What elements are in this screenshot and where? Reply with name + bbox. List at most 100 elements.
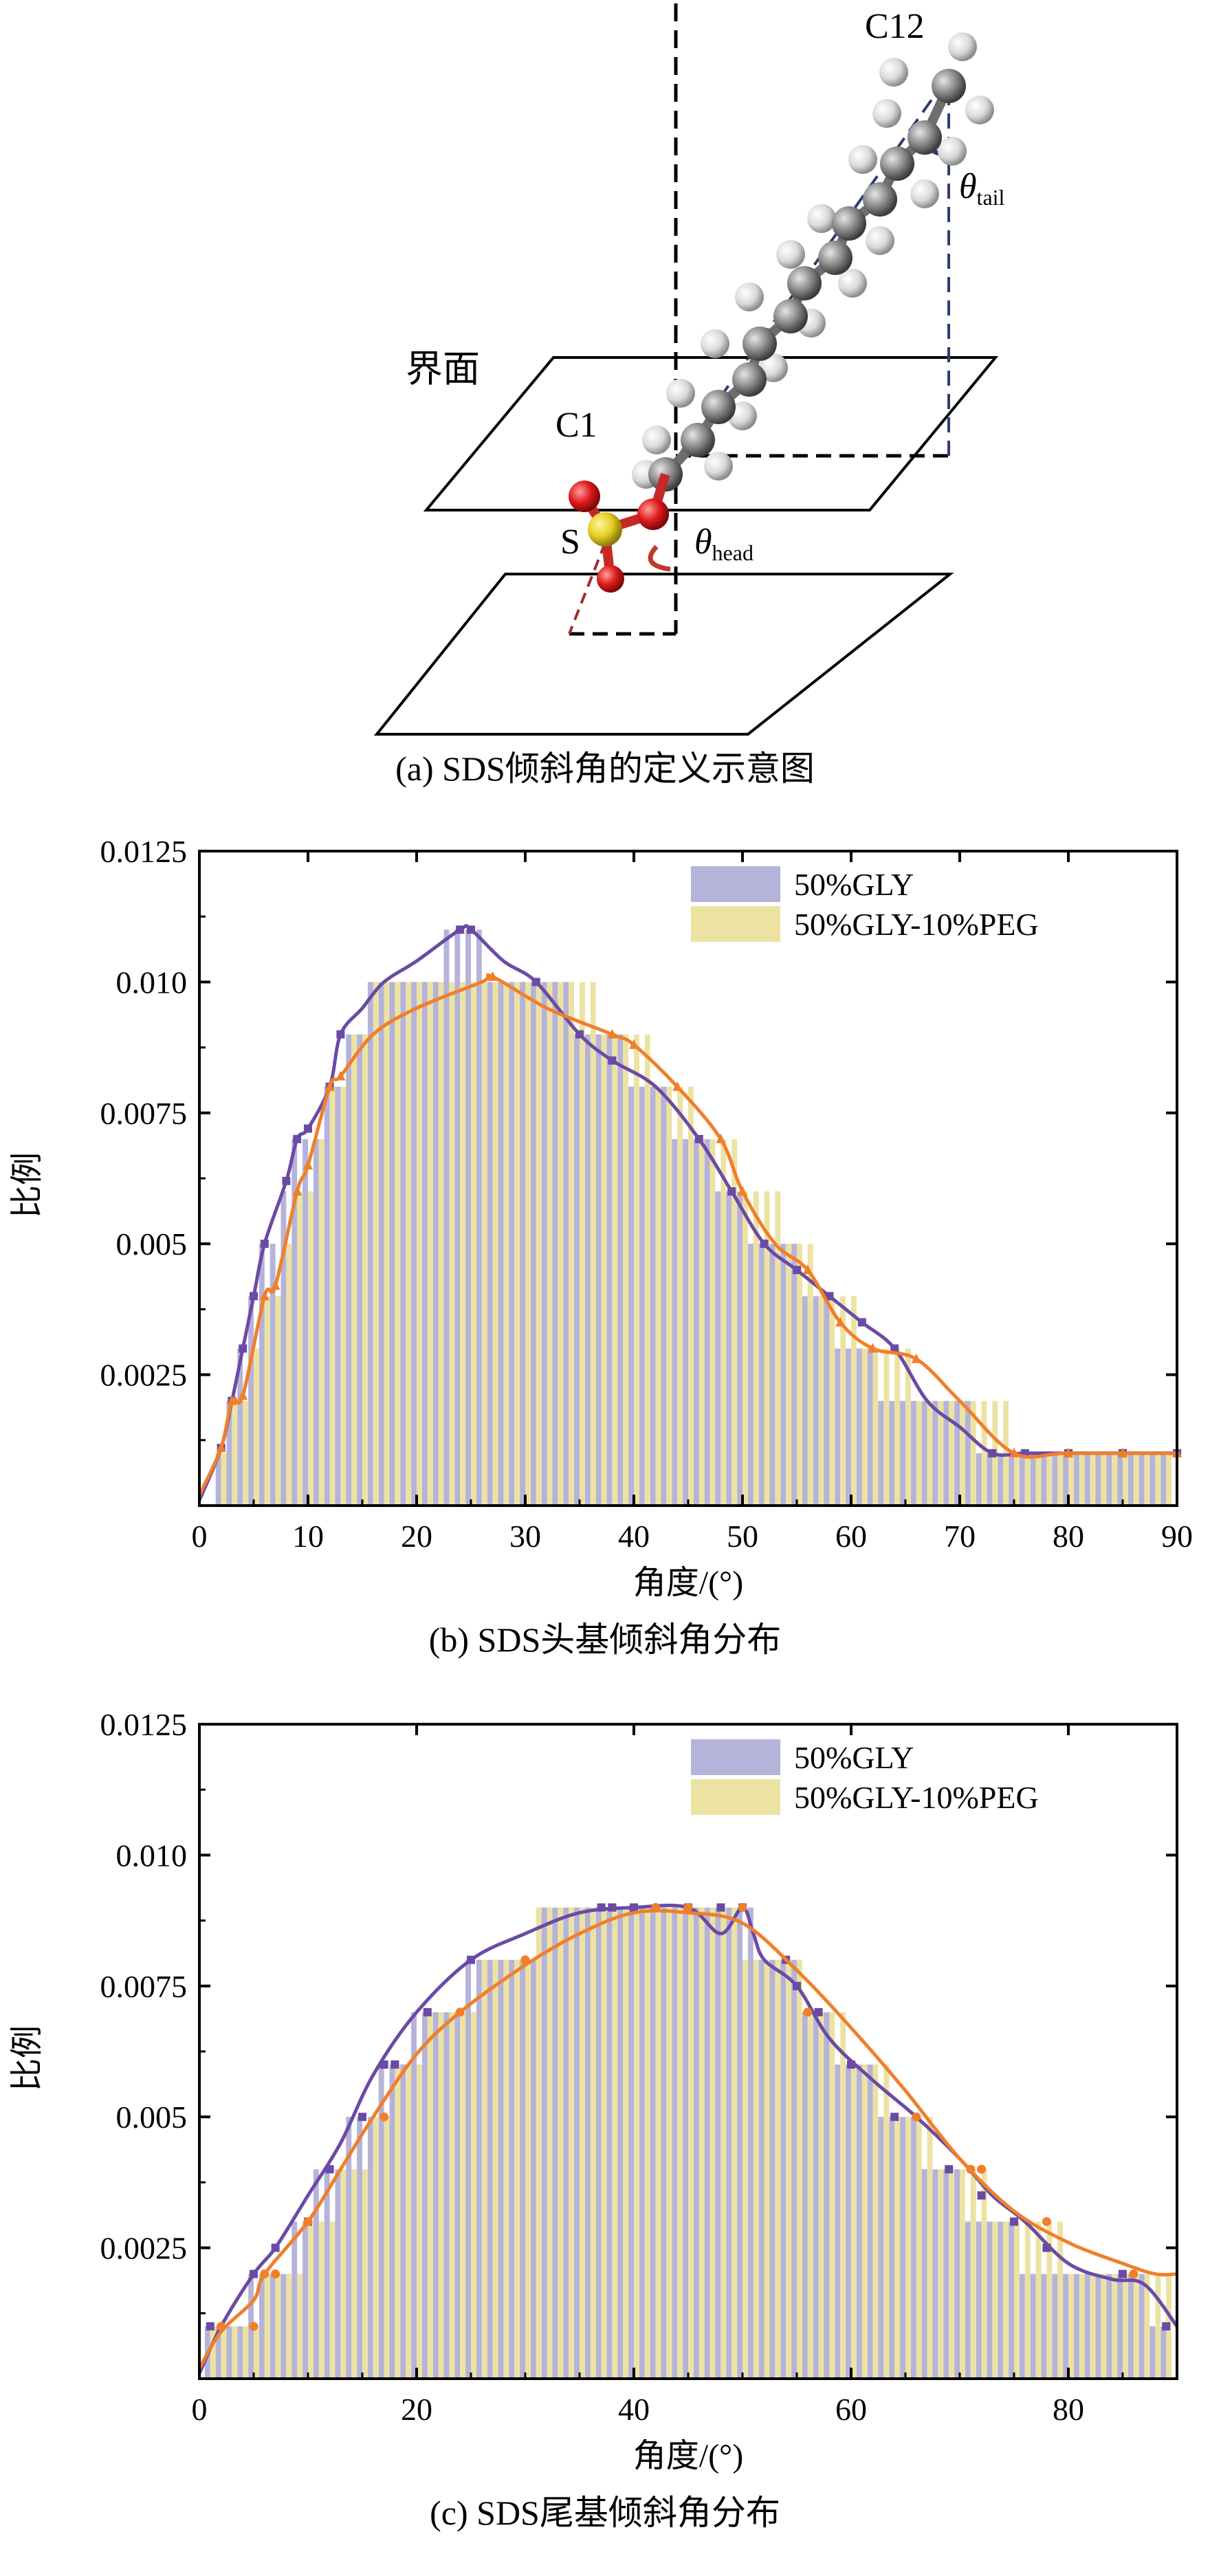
chart-c-bar-peg (308, 2221, 314, 2379)
caption-a: (a) SDS倾斜角的定义示意图 (395, 749, 815, 788)
chart-c-bar-gly (1084, 2274, 1090, 2379)
chart-c-bar-gly (443, 2012, 450, 2379)
chart-b-bar-peg (1166, 1453, 1172, 1506)
chart-b-bar-gly (1030, 1453, 1036, 1506)
chart-c-bar-peg (883, 2065, 890, 2379)
chart-b-bar-peg (775, 1191, 781, 1506)
chart-c-bar-gly (1117, 2274, 1123, 2379)
chart-c-bar-gly (813, 2012, 819, 2379)
chart-c-peg-marker (455, 2007, 465, 2017)
chart-c-bar-peg (503, 1959, 509, 2379)
chart-b-bar-gly (313, 1138, 319, 1506)
chart-c-bar-gly (595, 1907, 602, 2379)
chart-b-bar-gly (846, 1348, 851, 1506)
chart-c-bar-peg (460, 2012, 466, 2379)
chart-b-bar-gly (878, 1400, 884, 1506)
chart-b-bar-gly (280, 1191, 287, 1506)
chart-c-peg-marker (260, 2269, 270, 2279)
chart-c-gly-marker (847, 2060, 855, 2069)
chart-c-bar-gly (878, 2117, 884, 2379)
chart-b-peg-curve (197, 973, 1177, 1496)
chart-c-bar-peg (644, 1907, 650, 2379)
chart-c-gly-marker (467, 1955, 475, 1964)
chart-c-gly-marker (793, 1981, 801, 1990)
chart-b-bar-peg (525, 982, 531, 1506)
chart-c-bar-gly (226, 2326, 232, 2379)
chart-c-bar-peg (601, 1907, 607, 2379)
chart-b-bar-peg (698, 1138, 705, 1506)
chart-c-bar-gly (292, 2221, 298, 2379)
chart-c-bar-gly (313, 2169, 319, 2379)
chart-c-bar-peg (427, 2012, 433, 2379)
chart-c-bar-gly (400, 2065, 406, 2379)
chart-c-bar-gly (769, 1959, 776, 2379)
chart-c-bar-peg (840, 2012, 846, 2379)
chart-c-bar-peg (742, 1959, 748, 2379)
chart-c-peg-marker (1042, 2217, 1051, 2227)
chart-b-bar-gly (324, 1086, 330, 1506)
chart-b-bar-gly (802, 1296, 808, 1506)
chart-b-x-tick-label: 50 (727, 1519, 758, 1554)
chart-c-bar-gly (563, 1907, 569, 2379)
chart-b-bar-peg (677, 1086, 683, 1506)
chart-c-bar-gly (704, 1907, 710, 2379)
chart-b-bar-gly (378, 982, 384, 1506)
chart-c-x-tick-label: 40 (618, 2392, 650, 2427)
chart-c-gly-curve (197, 1903, 1178, 2375)
chart-c-bar-peg (807, 2012, 813, 2379)
chart-b-bar-gly (541, 982, 547, 1506)
chart-b-peg-marker (336, 1070, 346, 1081)
chart-c-bar-peg (232, 2326, 238, 2379)
chart-b-peg-marker (716, 1133, 726, 1143)
chart-c-bar-peg (818, 2012, 824, 2379)
head-axis-dash (568, 542, 606, 635)
chart-c-bar-gly (910, 2117, 916, 2379)
chart-b-bar-gly (921, 1400, 927, 1506)
chart-b-bar-gly (465, 929, 471, 1506)
chart-b-bar-peg (1144, 1453, 1150, 1506)
chart-c-bar-peg (481, 1959, 487, 2379)
chart-b-bar-peg (275, 1296, 281, 1506)
chart-c-bar-gly (498, 1959, 504, 2379)
chart-b-bar-gly (758, 1244, 764, 1506)
chart-b-bar-peg (851, 1296, 857, 1506)
chart-c-bar-peg (1057, 2221, 1064, 2379)
chart-c-bar-gly (237, 2326, 243, 2379)
chart-b-bar-gly (769, 1244, 776, 1506)
chart-c-bar-gly (693, 1907, 699, 2379)
chart-c-bar-peg (970, 2169, 976, 2379)
chart-b-bar-gly (900, 1400, 905, 1506)
chart-c-bar-peg (1079, 2274, 1085, 2379)
chart-b-bar-gly (617, 1034, 624, 1506)
chart-b-bar-gly (574, 1034, 580, 1506)
chart-c-bar-gly (1063, 2274, 1068, 2379)
chart-c-bar-peg (829, 2012, 835, 2379)
chart-b-gly-marker (857, 1318, 866, 1327)
chart-c-bar-gly (758, 1959, 764, 2379)
chart-b-bar-gly (487, 982, 493, 1506)
chart-b-bar-peg (970, 1400, 976, 1506)
chart-c-bar-gly (998, 2221, 1004, 2379)
chart-c-bar-gly (1095, 2274, 1101, 2379)
chart-b-peg-marker (672, 1081, 683, 1091)
chart-c-bar-gly (270, 2274, 276, 2379)
chart-c-bar-peg (243, 2326, 249, 2379)
chart-b-bar-peg (840, 1296, 846, 1506)
chart-b-bar-peg (710, 1138, 716, 1506)
chart-b-gly-marker (456, 925, 465, 934)
chart-c-peg-marker (966, 2164, 976, 2174)
chart-b-bar-gly (563, 982, 569, 1506)
chart-c-peg-marker (1129, 2269, 1138, 2279)
chart-c-bar-gly (824, 2012, 830, 2379)
chart-c-bar-peg (384, 2117, 390, 2379)
chart-b-bar-peg (221, 1453, 227, 1506)
chart-b-bar-peg (927, 1400, 933, 1506)
chart-b-gly-marker (282, 1176, 291, 1185)
chart-b-bar-peg (406, 982, 412, 1506)
chart-c-bar-peg (286, 2274, 292, 2379)
chart-b-bar-gly (791, 1244, 797, 1506)
chart-b-bar-peg (1112, 1453, 1118, 1506)
s-label: S (560, 522, 580, 562)
chart-c-bar-gly (1128, 2274, 1134, 2379)
chart-c-bar-gly (584, 1907, 591, 2379)
